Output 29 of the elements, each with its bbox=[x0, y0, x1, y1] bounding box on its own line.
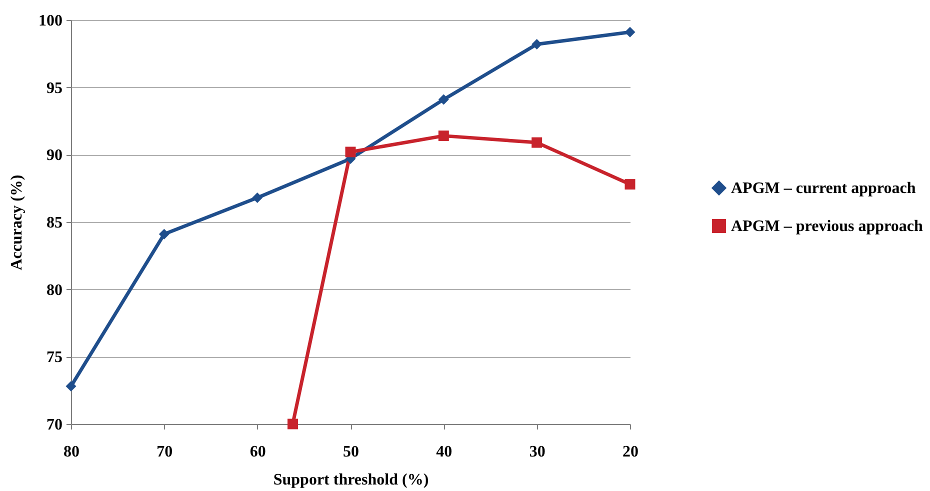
point bbox=[532, 137, 542, 148]
point bbox=[158, 228, 170, 240]
y-tick-label: 95 bbox=[46, 80, 62, 97]
point bbox=[66, 381, 76, 392]
point bbox=[252, 192, 263, 204]
point bbox=[287, 418, 298, 430]
x-tick-label: 80 bbox=[64, 444, 80, 460]
y-tick-label: 100 bbox=[38, 12, 62, 30]
x-tick-label: 60 bbox=[250, 444, 266, 460]
y-tick-label: 80 bbox=[46, 282, 62, 299]
x-tick-label: 50 bbox=[343, 444, 359, 460]
point bbox=[624, 179, 636, 190]
x-tick-label: 30 bbox=[529, 444, 546, 460]
x-tick-label: 20 bbox=[622, 444, 638, 460]
point bbox=[438, 94, 449, 105]
y-tick-label: 90 bbox=[46, 147, 62, 164]
y-tick-label: 75 bbox=[46, 349, 62, 366]
x-tick-label: 70 bbox=[156, 444, 173, 460]
y-tick-label: 70 bbox=[46, 416, 62, 434]
y-axis-title: Accuracy (%) bbox=[8, 174, 26, 270]
point bbox=[438, 130, 449, 142]
point bbox=[532, 38, 542, 50]
point bbox=[624, 26, 636, 38]
x-tick-label: 40 bbox=[436, 444, 452, 460]
legend-label: APGM – previous approach bbox=[731, 218, 923, 235]
x-axis-title: Support threshold (%) bbox=[273, 472, 429, 488]
legend-label: APGM – current approach bbox=[731, 180, 916, 197]
point bbox=[345, 146, 356, 158]
y-tick-label: 85 bbox=[46, 214, 62, 232]
